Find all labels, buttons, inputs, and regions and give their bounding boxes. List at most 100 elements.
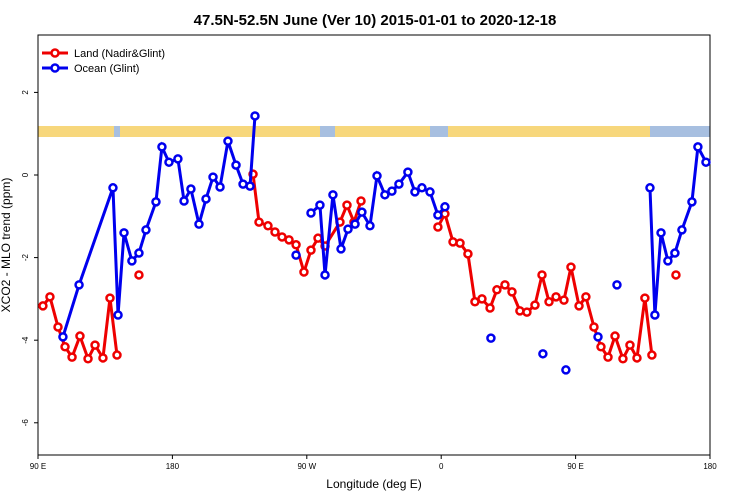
- data-point: [223, 136, 233, 146]
- y-tick-label: 2: [21, 90, 30, 95]
- data-point: [433, 210, 443, 220]
- data-point: [380, 190, 390, 200]
- data-point: [500, 280, 510, 290]
- data-point: [186, 184, 196, 194]
- data-point: [455, 238, 465, 248]
- data-point: [559, 295, 569, 305]
- data-point: [440, 202, 450, 212]
- data-point: [315, 200, 325, 210]
- data-point: [299, 267, 309, 277]
- data-point: [254, 217, 264, 227]
- data-point: [433, 222, 443, 232]
- data-point: [343, 224, 353, 234]
- data-point: [645, 183, 655, 193]
- data-point: [215, 182, 225, 192]
- data-point: [328, 190, 338, 200]
- data-point: [581, 292, 591, 302]
- data-point: [45, 292, 55, 302]
- plot-frame: [37, 34, 711, 456]
- data-point: [74, 280, 84, 290]
- data-point: [610, 331, 620, 341]
- data-point: [544, 297, 554, 307]
- data-point: [417, 183, 427, 193]
- data-point: [112, 350, 122, 360]
- x-tick-label: 180: [703, 462, 717, 471]
- data-point: [357, 207, 367, 217]
- data-point: [677, 225, 687, 235]
- data-point: [463, 249, 473, 259]
- x-tick-label: 90 E: [567, 462, 583, 471]
- land-ocean-strip: [38, 126, 710, 137]
- x-tick-label: 90 W: [297, 462, 316, 471]
- data-point: [537, 270, 547, 280]
- data-point: [313, 233, 323, 243]
- data-point: [538, 349, 548, 359]
- data-point: [394, 179, 404, 189]
- data-point: [60, 342, 70, 352]
- x-tick-label: 0: [439, 462, 444, 471]
- data-point: [67, 352, 77, 362]
- data-point: [38, 301, 48, 311]
- data-point: [589, 322, 599, 332]
- data-point: [105, 293, 115, 303]
- data-point: [574, 301, 584, 311]
- x-tick-label: 90 E: [30, 462, 46, 471]
- data-point: [701, 157, 711, 167]
- data-point: [173, 154, 183, 164]
- data-point: [650, 310, 660, 320]
- data-point: [625, 340, 635, 350]
- data-point: [306, 245, 316, 255]
- data-point: [618, 354, 628, 364]
- legend-label: Ocean (Glint): [74, 63, 139, 75]
- data-point: [670, 248, 680, 258]
- data-point: [98, 353, 108, 363]
- data-point: [365, 221, 375, 231]
- data-point: [687, 197, 697, 207]
- data-point: [263, 221, 273, 231]
- data-point: [58, 332, 68, 342]
- data-point: [134, 248, 144, 258]
- data-point: [75, 331, 85, 341]
- data-point: [492, 285, 502, 295]
- data-point: [477, 294, 487, 304]
- data-point: [83, 354, 93, 364]
- data-point: [245, 181, 255, 191]
- data-point: [425, 187, 435, 197]
- data-point: [306, 208, 316, 218]
- y-axis-label: XCO2 - MLO trend (ppm): [0, 178, 13, 313]
- data-point: [127, 256, 137, 266]
- data-point: [141, 225, 151, 235]
- data-point: [410, 187, 420, 197]
- data-point: [561, 365, 571, 375]
- data-point: [656, 228, 666, 238]
- data-point: [632, 353, 642, 363]
- data-point: [201, 194, 211, 204]
- data-point: [164, 157, 174, 167]
- data-point: [90, 340, 100, 350]
- x-tick-label: 180: [166, 462, 180, 471]
- data-point: [336, 244, 346, 254]
- data-point: [647, 350, 657, 360]
- data-point: [350, 219, 360, 229]
- data-point: [151, 197, 161, 207]
- y-tick-label: -6: [21, 419, 30, 427]
- data-point: [596, 342, 606, 352]
- data-point: [113, 310, 123, 320]
- data-point: [134, 270, 144, 280]
- data-point: [603, 352, 613, 362]
- data-point: [53, 322, 63, 332]
- y-tick-label: -2: [21, 253, 30, 261]
- data-point: [157, 142, 167, 152]
- data-point: [486, 333, 496, 343]
- legend-marker: [50, 48, 60, 58]
- legend-marker: [50, 63, 60, 73]
- data-point: [403, 167, 413, 177]
- data-point: [530, 300, 540, 310]
- data-point: [612, 280, 622, 290]
- data-point: [566, 262, 576, 272]
- data-point: [387, 186, 397, 196]
- y-tick-label: -4: [21, 336, 30, 344]
- data-point: [593, 332, 603, 342]
- data-point: [551, 292, 561, 302]
